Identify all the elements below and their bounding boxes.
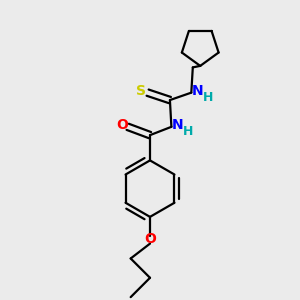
Text: N: N xyxy=(192,84,204,98)
Text: O: O xyxy=(116,118,128,132)
Text: H: H xyxy=(183,125,193,138)
Text: H: H xyxy=(202,91,213,103)
Text: S: S xyxy=(136,84,146,98)
Text: O: O xyxy=(144,232,156,246)
Text: N: N xyxy=(172,118,184,132)
